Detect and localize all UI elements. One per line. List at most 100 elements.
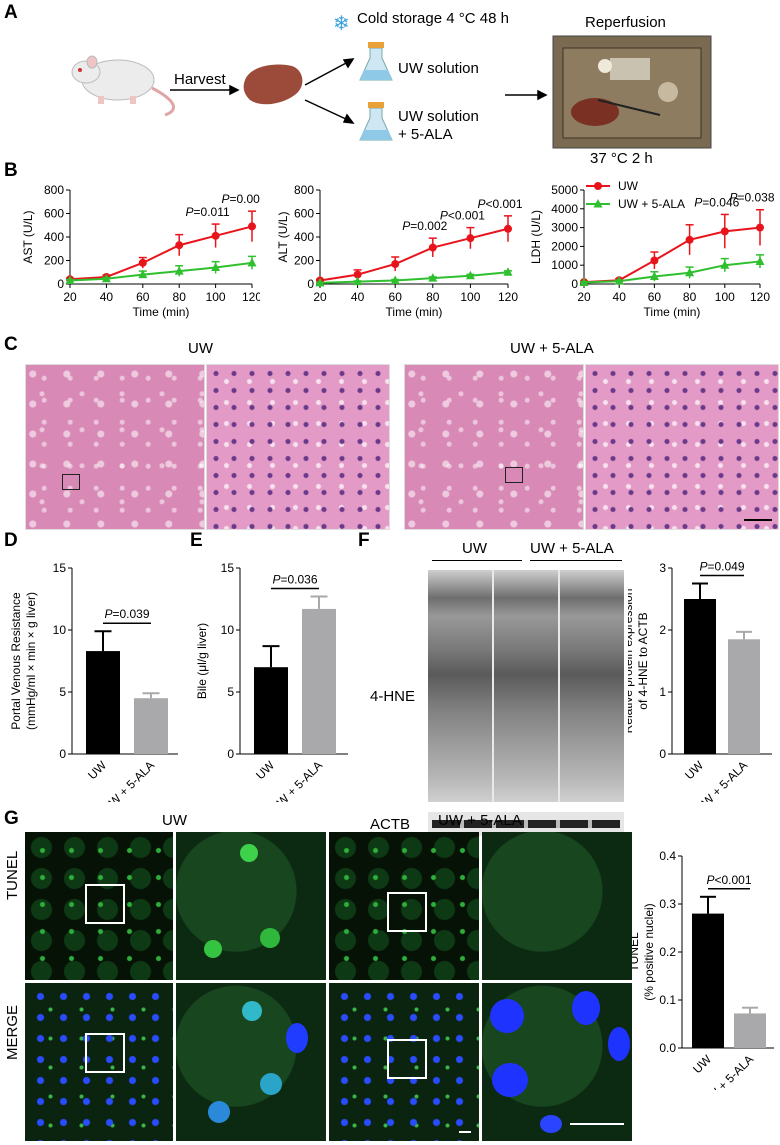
data-point-uw-ala	[247, 257, 257, 267]
data-point-uw-ala	[65, 275, 75, 284]
uw-solution-label: UW solution	[398, 60, 479, 77]
data-point-uw-ala	[649, 271, 659, 280]
legend-marker-uw-ala	[593, 199, 603, 208]
ast-line-chart: 0 200 400 600 800 20 40 60 80 100 120 Time (min) AST…	[21, 183, 260, 319]
x-tick-label: 120	[498, 290, 518, 304]
y-tick-label: 5	[59, 685, 66, 699]
legend-label-uw-ala: UW + 5-ALA	[618, 197, 685, 211]
y-tick-label: 15	[221, 561, 235, 575]
ldh-line-chart: 0 1000 2000 3000 4000 5000 20 40 60 80 100 120 Time …	[529, 179, 775, 319]
scale-bar	[744, 519, 772, 521]
y-tick-label: 3	[659, 561, 666, 575]
series-line-uw	[69, 225, 253, 281]
data-point-uw-ala	[315, 277, 325, 287]
p-value-annotation: P=0.011	[186, 205, 230, 219]
roi-box	[387, 892, 427, 932]
bar-uw-ala	[734, 1013, 766, 1048]
legend-marker-uw	[594, 182, 602, 190]
x-tick-label: 40	[100, 290, 114, 304]
blot-uw-title: UW	[462, 540, 487, 557]
data-point-uw	[175, 241, 184, 250]
y-tick-label: 600	[44, 207, 64, 221]
snowflake-icon: ❄	[333, 13, 350, 35]
y-tick-label: 10	[53, 623, 67, 637]
data-point-uw	[466, 234, 475, 243]
reperfusion-temp-label: 37 °C 2 h	[590, 150, 653, 167]
y-axis-label: Bile (μl/g liver)	[195, 623, 209, 699]
data-point-uw	[353, 270, 362, 279]
actb-label: ACTB	[370, 816, 411, 833]
x-tick-label: 40	[351, 290, 365, 304]
p-value-annotation: P=0.002	[402, 219, 447, 233]
y-axis-label: Relative protein expression	[628, 589, 635, 734]
series-line-uw-ala	[583, 260, 761, 284]
y-tick-label: 10	[221, 623, 235, 637]
hne-label: 4-HNE	[370, 688, 416, 705]
y-tick-label: 15	[53, 561, 67, 575]
data-point-uw-ala	[614, 276, 624, 285]
y-tick-label: 0.1	[659, 993, 676, 1007]
category-label: UW	[690, 1052, 715, 1077]
roi-box	[85, 884, 125, 924]
y-tick-label: 0.2	[659, 945, 676, 959]
data-point-uw	[138, 258, 147, 267]
p-value-annotation: P=0.039	[104, 607, 149, 621]
cold-storage-label: Cold storage 4 °C 48 h	[357, 10, 509, 27]
p-value-annotation: P<0.001	[706, 873, 751, 887]
x-tick-label: 100	[460, 290, 480, 304]
y-tick-label: 2000	[551, 239, 578, 253]
p-value-annotation: P=0.036	[272, 573, 317, 587]
x-tick-label: 80	[426, 290, 440, 304]
alt-line-chart: 0 200 400 600 800 20 40 60 80 100 120 Time (min) ALT…	[276, 183, 523, 319]
category-label: UW	[85, 758, 110, 783]
data-point-uw	[428, 243, 437, 252]
merge-uw-low-mag-image	[25, 983, 173, 1141]
data-point-uw-ala	[503, 267, 513, 276]
x-tick-label: 100	[715, 290, 735, 304]
harvest-label: Harvest	[174, 71, 226, 88]
bar-uw	[692, 913, 724, 1048]
series-line-uw	[319, 227, 509, 282]
hne-western-blot	[428, 570, 624, 802]
data-point-uw-ala	[465, 270, 475, 280]
y-tick-label: 0	[227, 747, 234, 761]
bar-uw-ala	[728, 639, 760, 754]
blot-uw-ala-title: UW + 5-ALA	[530, 540, 614, 557]
x-tick-label: 40	[613, 290, 627, 304]
he-uw-ala-title: UW + 5-ALA	[510, 340, 594, 357]
y-tick-label: 0	[307, 277, 314, 291]
data-point-uw-ala	[211, 262, 221, 272]
y-tick-label: 600	[294, 207, 314, 221]
bar-uw-ala	[302, 608, 336, 754]
data-point-uw	[248, 222, 256, 231]
liver-icon	[243, 64, 303, 105]
data-point-uw	[720, 227, 729, 236]
y-tick-label: 400	[44, 230, 64, 244]
p-value-annotation: P=0.049	[699, 560, 744, 574]
x-tick-label: 60	[389, 290, 403, 304]
y-axis-label: of 4-HNE to ACTB	[636, 612, 650, 709]
y-tick-label: 800	[44, 183, 64, 197]
data-point-uw-ala	[390, 275, 400, 284]
roi-box	[85, 1033, 125, 1073]
bar-uw	[86, 651, 120, 754]
data-point-uw	[685, 235, 694, 244]
data-point-uw-ala	[174, 266, 184, 275]
x-tick-label: 60	[136, 290, 150, 304]
category-label: UW	[253, 758, 278, 783]
panel-a-schematic: ❄	[71, 13, 712, 149]
y-tick-label: 5000	[551, 183, 578, 197]
tunel-uw-title: UW	[162, 812, 187, 829]
p-value-annotation: P=0.002	[221, 192, 260, 206]
panel-label-e: E	[190, 530, 203, 551]
tunel-uw-zoom-image	[176, 832, 326, 980]
merge-row-label: MERGE	[4, 1004, 21, 1060]
merge-uw-ala-zoom-image	[482, 983, 632, 1141]
p-value-annotation: P<0.001	[440, 209, 485, 223]
x-tick-label: 80	[683, 290, 697, 304]
y-tick-label: 4000	[551, 202, 578, 216]
y-tick-label: 0	[57, 277, 64, 291]
data-point-uw-ala	[353, 276, 363, 286]
